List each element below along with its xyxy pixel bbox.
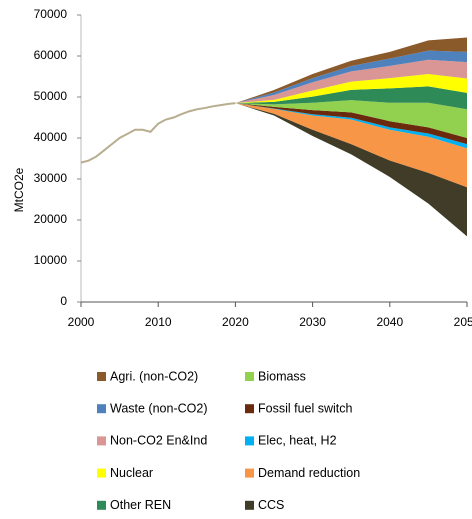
y-tick-label: 10000	[34, 253, 68, 267]
area	[235, 74, 467, 104]
area	[235, 103, 467, 188]
area	[235, 37, 467, 104]
area	[235, 50, 467, 104]
legend-swatch	[245, 436, 254, 446]
y-tick-label: 40000	[34, 130, 68, 144]
y-tick-label: 30000	[34, 171, 68, 185]
area	[235, 86, 467, 110]
legend-swatch	[245, 468, 254, 478]
legend-swatch	[97, 404, 106, 414]
legend-label: Agri. (non-CO2)	[110, 369, 198, 383]
legend-label: Biomass	[258, 369, 306, 383]
x-tick-label: 2000	[68, 315, 95, 329]
legend-swatch	[97, 500, 106, 510]
x-tick-label: 2010	[145, 315, 172, 329]
y-axis-label: MtCO2e	[12, 167, 26, 212]
legend-label: Nuclear	[110, 466, 153, 480]
y-tick-label: 20000	[34, 212, 68, 226]
legend-swatch	[97, 372, 106, 381]
legend-label: CCS	[258, 498, 284, 512]
legend-swatch	[245, 404, 254, 414]
y-tick-label: 0	[60, 294, 67, 308]
legend-label: Demand reduction	[258, 466, 360, 480]
legend-label: Waste (non-CO2)	[110, 401, 207, 415]
legend-label: Fossil fuel switch	[258, 401, 353, 415]
legend-label: Non-CO2 En&Ind	[110, 434, 207, 448]
y-tick-label: 70000	[34, 7, 68, 21]
y-tick-label: 50000	[34, 89, 68, 103]
legend-swatch	[97, 436, 106, 446]
legend-swatch	[245, 500, 254, 510]
area	[235, 59, 467, 104]
x-tick-label: 2040	[376, 315, 403, 329]
legend-label: Other REN	[110, 498, 171, 512]
y-tick-label: 60000	[34, 48, 68, 62]
area	[235, 100, 467, 138]
history-line	[80, 102, 236, 164]
legend-label: Elec, heat, H2	[258, 434, 337, 448]
x-tick-label: 2030	[299, 315, 326, 329]
x-tick-label: 2020	[222, 315, 249, 329]
legend-swatch	[245, 372, 254, 381]
legend-swatch	[97, 468, 106, 478]
x-tick-label: 2050	[454, 315, 472, 329]
